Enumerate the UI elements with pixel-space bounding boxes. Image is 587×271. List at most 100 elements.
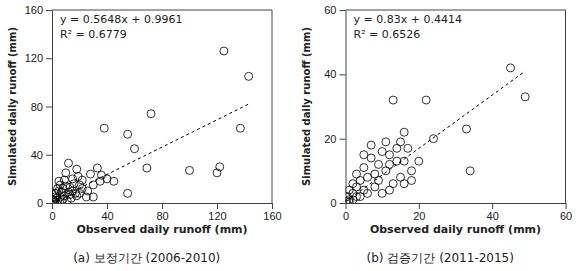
point <box>100 124 108 132</box>
x-tick: 80 <box>156 203 168 222</box>
x-tick: 60 <box>560 203 572 222</box>
point <box>367 141 375 149</box>
x-tick-mark <box>107 203 108 209</box>
point <box>74 172 82 180</box>
x-tick: 160 <box>263 203 281 222</box>
y-axis-title: Simulated daily runoff (mm) <box>7 27 18 186</box>
point <box>507 64 515 72</box>
y-tick: 0 <box>330 197 345 209</box>
y-tick: 0 <box>37 197 52 209</box>
x-tick-label: 40 <box>487 210 499 222</box>
point <box>400 180 408 188</box>
point <box>73 165 81 173</box>
y-tick: 120 <box>25 52 52 64</box>
x-tick: 40 <box>487 203 499 222</box>
y-tick-label: 40 <box>324 68 336 80</box>
point <box>360 164 368 172</box>
y-axis-line <box>346 11 347 204</box>
y-tick-mark <box>46 107 52 108</box>
x-axis: 0 20 40 60 <box>343 203 572 222</box>
x-tick: 20 <box>413 203 425 222</box>
point <box>216 163 224 171</box>
y-tick-label: 20 <box>324 133 336 145</box>
y-tick-label: 40 <box>31 149 43 161</box>
annotation: R² = 0.6779 <box>60 28 127 41</box>
x-tick-label: 120 <box>208 210 226 222</box>
x-tick-label: 20 <box>413 210 425 222</box>
y-tick-label: 120 <box>25 52 43 64</box>
point <box>389 96 397 104</box>
plot-area <box>52 47 253 203</box>
point <box>404 144 412 152</box>
y-axis: 0 20 40 60 <box>324 4 346 209</box>
point <box>408 176 416 184</box>
point <box>463 125 471 133</box>
x-tick: 120 <box>208 203 226 222</box>
annotation: y = 0.5648x + 0.9961 <box>60 13 182 26</box>
point <box>367 154 375 162</box>
point <box>430 135 438 143</box>
y-tick-mark <box>340 203 346 204</box>
y-tick-mark <box>46 203 52 204</box>
frame <box>346 10 566 11</box>
y-tick: 40 <box>324 68 345 80</box>
point <box>82 193 90 201</box>
x-tick-label: 0 <box>343 210 349 222</box>
point <box>386 151 394 159</box>
point <box>143 164 151 172</box>
point <box>62 182 70 190</box>
x-tick: 0 <box>49 203 55 222</box>
panel: 0 40 80 120 160 0 40 80 120 160 y = 0.5648x + 0.99… <box>7 4 282 265</box>
caption: (b) 검증기간 (2011-2015) <box>367 251 514 265</box>
y-tick-label: 60 <box>324 4 336 16</box>
trend-line <box>346 71 526 202</box>
x-axis-line <box>346 203 566 204</box>
point <box>52 189 59 197</box>
annotation: R² = 0.6526 <box>354 28 421 41</box>
point <box>87 170 95 178</box>
x-tick-mark <box>162 203 163 209</box>
y-tick-mark <box>340 139 346 140</box>
point <box>124 130 132 138</box>
figure: 0 40 80 120 160 0 40 80 120 160 y = 0.5648x + 0.99… <box>0 0 587 271</box>
point <box>393 157 401 165</box>
point <box>521 93 529 101</box>
y-tick: 40 <box>31 149 52 161</box>
frame <box>565 10 566 203</box>
y-tick-label: 160 <box>25 4 43 16</box>
point <box>400 128 408 136</box>
frame <box>272 10 273 203</box>
x-tick: 40 <box>101 203 113 222</box>
point <box>364 173 372 181</box>
x-tick-mark <box>346 203 347 209</box>
y-tick-mark <box>46 155 52 156</box>
point <box>245 72 253 80</box>
point <box>353 170 361 178</box>
x-tick-label: 40 <box>101 210 113 222</box>
point <box>186 166 194 174</box>
point <box>422 96 430 104</box>
x-tick-mark <box>272 203 273 209</box>
y-tick-mark <box>46 58 52 59</box>
point <box>98 171 106 179</box>
x-tick-mark <box>566 203 567 209</box>
annotation: y = 0.83x + 0.4414 <box>354 13 462 26</box>
point <box>378 148 386 156</box>
point <box>400 157 408 165</box>
y-tick: 80 <box>31 101 52 113</box>
point <box>393 144 401 152</box>
point <box>346 186 354 194</box>
x-tick-mark <box>492 203 493 209</box>
point <box>466 167 474 175</box>
point <box>386 186 394 194</box>
point <box>110 177 118 185</box>
point <box>65 159 73 167</box>
trend-line <box>52 104 249 202</box>
x-tick-mark <box>52 203 53 209</box>
x-axis-title: Observed daily runoff (mm) <box>76 223 247 236</box>
y-tick-mark <box>340 74 346 75</box>
y-tick-mark <box>340 10 346 11</box>
plot-area <box>346 64 530 203</box>
point <box>70 180 78 188</box>
x-tick-mark <box>419 203 420 209</box>
